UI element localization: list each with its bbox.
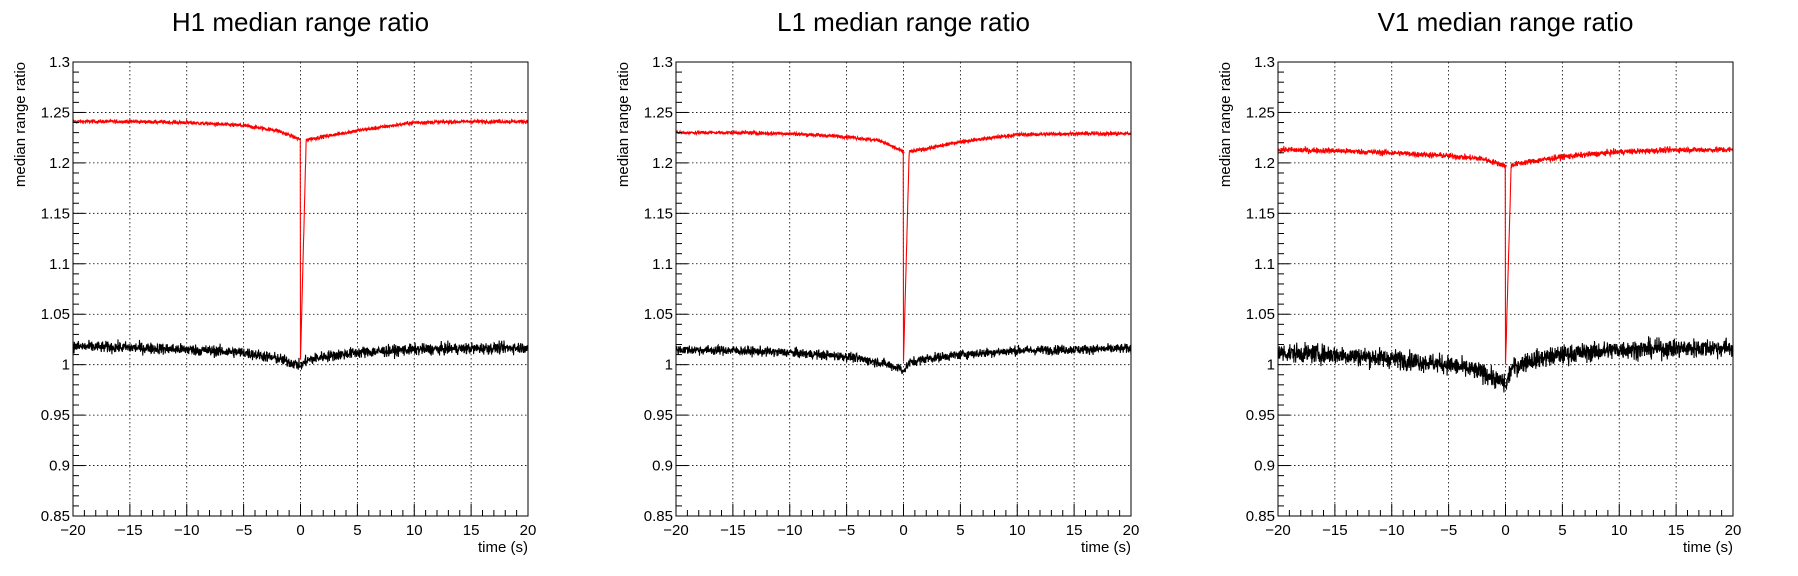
series-line-upper bbox=[1277, 145, 1734, 365]
x-tick-label: 15 bbox=[1668, 522, 1685, 539]
y-tick-label: 0.95 bbox=[41, 407, 70, 424]
x-axis-label: time (s) bbox=[1081, 539, 1131, 556]
x-tick-label: −5 bbox=[1440, 522, 1457, 539]
x-tick-label: −10 bbox=[777, 522, 802, 539]
y-tick-label: 1.2 bbox=[652, 155, 673, 172]
y-tick-label: 0.9 bbox=[652, 458, 673, 475]
y-tick-label: 0.85 bbox=[1246, 508, 1275, 525]
y-tick-label: 1.05 bbox=[1246, 306, 1275, 323]
y-tick-label: 1.2 bbox=[49, 155, 70, 172]
y-tick-label: 1.1 bbox=[1254, 256, 1275, 273]
x-tick-label: 20 bbox=[1123, 522, 1140, 539]
x-tick-label: −5 bbox=[235, 522, 252, 539]
x-tick-label: 0 bbox=[899, 522, 907, 539]
x-tick-label: −5 bbox=[838, 522, 855, 539]
x-tick-label: 0 bbox=[296, 522, 304, 539]
x-tick-label: −15 bbox=[720, 522, 745, 539]
x-tick-label: 5 bbox=[1558, 522, 1566, 539]
x-tick-label: −15 bbox=[1322, 522, 1347, 539]
series-line-lower bbox=[1277, 336, 1734, 393]
y-tick-label: 1.25 bbox=[1246, 104, 1275, 121]
y-axis-label: median range ratio bbox=[615, 62, 632, 187]
series-line-lower bbox=[675, 343, 1132, 375]
series-line-upper bbox=[72, 118, 529, 360]
x-tick-label: 5 bbox=[353, 522, 361, 539]
y-tick-label: 1.1 bbox=[49, 256, 70, 273]
series-line-lower bbox=[72, 339, 529, 370]
y-tick-label: 1.15 bbox=[644, 205, 673, 222]
x-tick-label: −10 bbox=[1379, 522, 1404, 539]
x-tick-label: 10 bbox=[1009, 522, 1026, 539]
y-tick-label: 1.15 bbox=[41, 205, 70, 222]
x-tick-label: −20 bbox=[60, 522, 85, 539]
x-tick-label: 20 bbox=[520, 522, 537, 539]
chart-panel-2: L1 median range ratio −20 −15 −10 −5 0 5 10 15 20… bbox=[615, 7, 1139, 556]
y-tick-label: 1 bbox=[665, 357, 673, 374]
y-tick-label: 1 bbox=[62, 357, 70, 374]
y-tick-label: 1.25 bbox=[644, 104, 673, 121]
y-tick-label: 1 bbox=[1267, 357, 1275, 374]
x-tick-label: 5 bbox=[956, 522, 964, 539]
x-tick-label: 10 bbox=[1611, 522, 1628, 539]
x-axis-label: time (s) bbox=[478, 539, 528, 556]
x-tick-label: −20 bbox=[663, 522, 688, 539]
y-axis-label: median range ratio bbox=[12, 62, 29, 187]
y-tick-label: 1.2 bbox=[1254, 155, 1275, 172]
x-tick-label: 15 bbox=[1066, 522, 1083, 539]
y-tick-label: 1.3 bbox=[49, 54, 70, 71]
y-tick-label: 1.3 bbox=[652, 54, 673, 71]
y-tick-label: 0.85 bbox=[644, 508, 673, 525]
chart-title: H1 median range ratio bbox=[172, 7, 429, 37]
x-tick-label: 10 bbox=[406, 522, 423, 539]
chart-title: V1 median range ratio bbox=[1378, 7, 1634, 37]
series-line-upper bbox=[675, 129, 1132, 362]
y-tick-label: 0.95 bbox=[1246, 407, 1275, 424]
x-tick-label: 0 bbox=[1501, 522, 1509, 539]
chart-title: L1 median range ratio bbox=[777, 7, 1030, 37]
x-axis-label: time (s) bbox=[1683, 539, 1733, 556]
y-tick-label: 1.25 bbox=[41, 104, 70, 121]
y-tick-label: 1.15 bbox=[1246, 205, 1275, 222]
y-tick-label: 1.1 bbox=[652, 256, 673, 273]
y-axis-label: median range ratio bbox=[1217, 62, 1234, 187]
y-tick-label: 0.9 bbox=[1254, 458, 1275, 475]
x-tick-label: −20 bbox=[1265, 522, 1290, 539]
y-tick-label: 0.95 bbox=[644, 407, 673, 424]
x-tick-label: 20 bbox=[1725, 522, 1742, 539]
y-tick-label: 0.9 bbox=[49, 458, 70, 475]
x-tick-label: 15 bbox=[463, 522, 480, 539]
y-tick-label: 1.3 bbox=[1254, 54, 1275, 71]
x-tick-label: −10 bbox=[174, 522, 199, 539]
y-tick-label: 1.05 bbox=[644, 306, 673, 323]
y-tick-label: 0.85 bbox=[41, 508, 70, 525]
y-tick-label: 1.05 bbox=[41, 306, 70, 323]
x-tick-label: −15 bbox=[117, 522, 142, 539]
chart-panel-1: H1 median range ratio −20 −15 −10 −5 0 5 10 15 20… bbox=[12, 7, 536, 556]
chart-panel-3: V1 median range ratio −20 −15 −10 −5 0 5 10 15 20… bbox=[1217, 7, 1741, 556]
